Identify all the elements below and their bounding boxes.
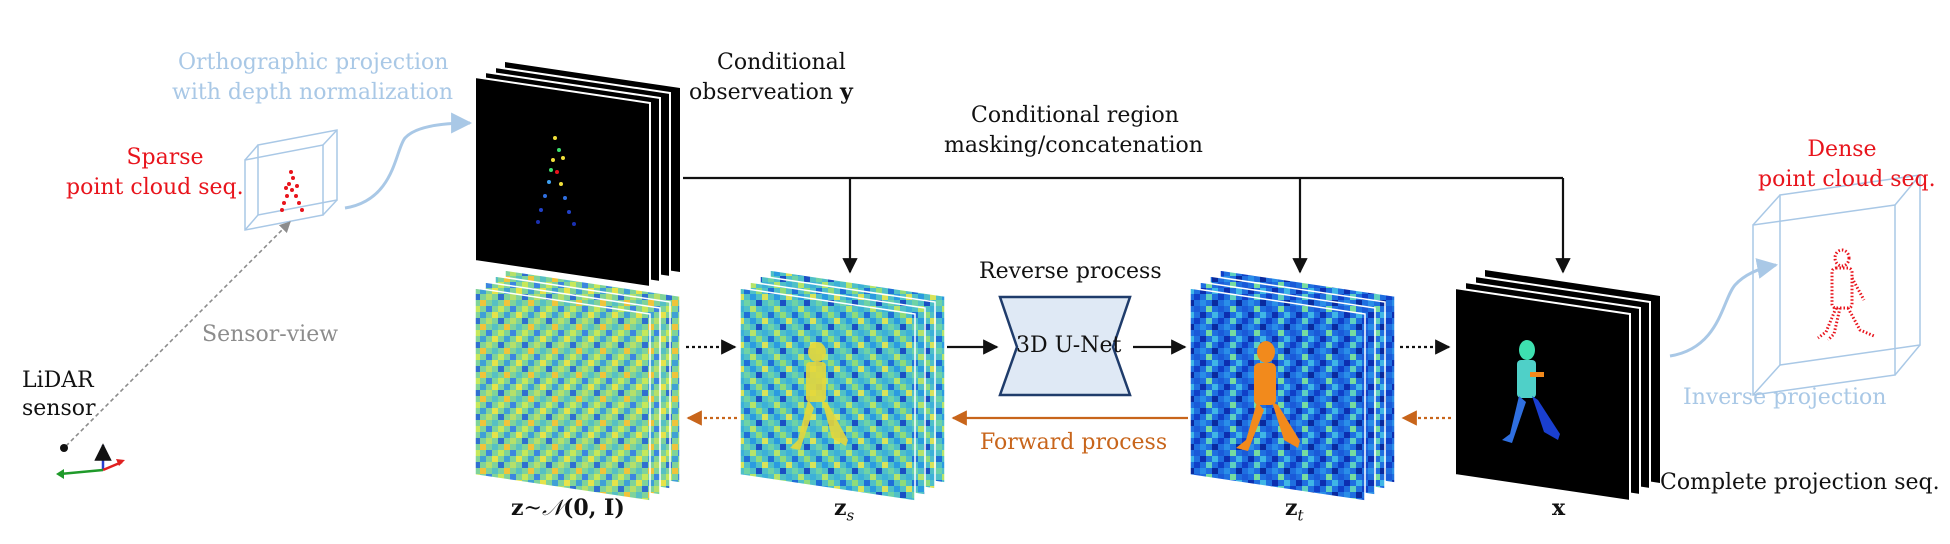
noise-stack-zt — [1189, 269, 1396, 502]
unet-block — [998, 295, 1132, 397]
cond-region-label-line2: masking/concatenation — [944, 133, 1203, 158]
noise-stack-z0 — [474, 269, 681, 502]
cond-region-label-line1: Conditional region — [971, 103, 1179, 128]
zs-subscript: s — [846, 506, 855, 525]
complete-projection-label: Complete projection seq. — [1660, 470, 1940, 495]
cond-obs-text: observeation — [689, 80, 841, 105]
dense-point-cloud-cube — [1752, 174, 1921, 396]
inverse-projection-label: Inverse projection — [1683, 385, 1887, 410]
zt-math-label: zt — [1285, 495, 1304, 525]
dense-label-line2: point cloud seq. — [1758, 167, 1936, 192]
ortho-label-line2: with depth normalization — [172, 80, 454, 105]
projection-curve-arrow — [344, 112, 473, 210]
complete-projection-stack — [1454, 270, 1660, 503]
sensor-view-arrow — [65, 221, 291, 447]
sparse-label-line2: point cloud seq. — [66, 175, 244, 200]
cond-obs-label-line2: observeation y — [689, 79, 853, 105]
dense-label-line1: Dense — [1807, 137, 1877, 162]
unet-label: 3D U-Net — [1016, 333, 1122, 358]
sparse-observation-points — [536, 136, 576, 226]
inverse-projection-curve-arrow — [1669, 258, 1779, 358]
noise-stack-zs — [739, 269, 946, 502]
zs-symbol: z — [834, 495, 847, 521]
sparse-label-line1: Sparse — [126, 145, 204, 170]
sparse-point-cloud-cube — [244, 129, 338, 231]
conditional-region-connectors — [683, 176, 1571, 274]
coordinate-axes-icon — [56, 443, 125, 479]
zs-math-label: zs — [834, 495, 855, 525]
forward-process-label: Forward process — [980, 430, 1168, 455]
ortho-label-line1: Orthographic projection — [178, 50, 449, 75]
sparse-walker-points — [280, 170, 304, 212]
z0-math-label: z~𝒩(0, I) — [511, 495, 625, 521]
z0-args: (0, I) — [563, 495, 625, 521]
x-walker-silhouette — [1502, 340, 1560, 443]
reverse-process-label: Reverse process — [979, 259, 1162, 284]
zs-walker-silhouette — [790, 342, 848, 450]
sensor-view-label: Sensor-view — [202, 322, 339, 347]
cond-obs-var-y: y — [840, 79, 853, 105]
dense-walker-points — [1817, 248, 1875, 342]
x-math-label: x — [1552, 495, 1566, 521]
lidar-sensor-dot — [60, 444, 68, 452]
cond-obs-label-line1: Conditional — [717, 50, 846, 75]
lidar-label-line1: LiDAR — [22, 368, 94, 393]
z0-tilde: ~ — [523, 496, 542, 521]
zt-walker-silhouette — [1236, 341, 1300, 451]
zt-symbol: z — [1285, 495, 1298, 521]
z0-symbol: z — [511, 495, 524, 521]
x-symbol: x — [1552, 495, 1566, 521]
lidar-label-line2: sensor — [22, 396, 96, 421]
zt-subscript: t — [1297, 506, 1304, 525]
conditional-observation-stack — [474, 62, 680, 289]
z0-normal-dist: 𝒩 — [541, 496, 564, 521]
